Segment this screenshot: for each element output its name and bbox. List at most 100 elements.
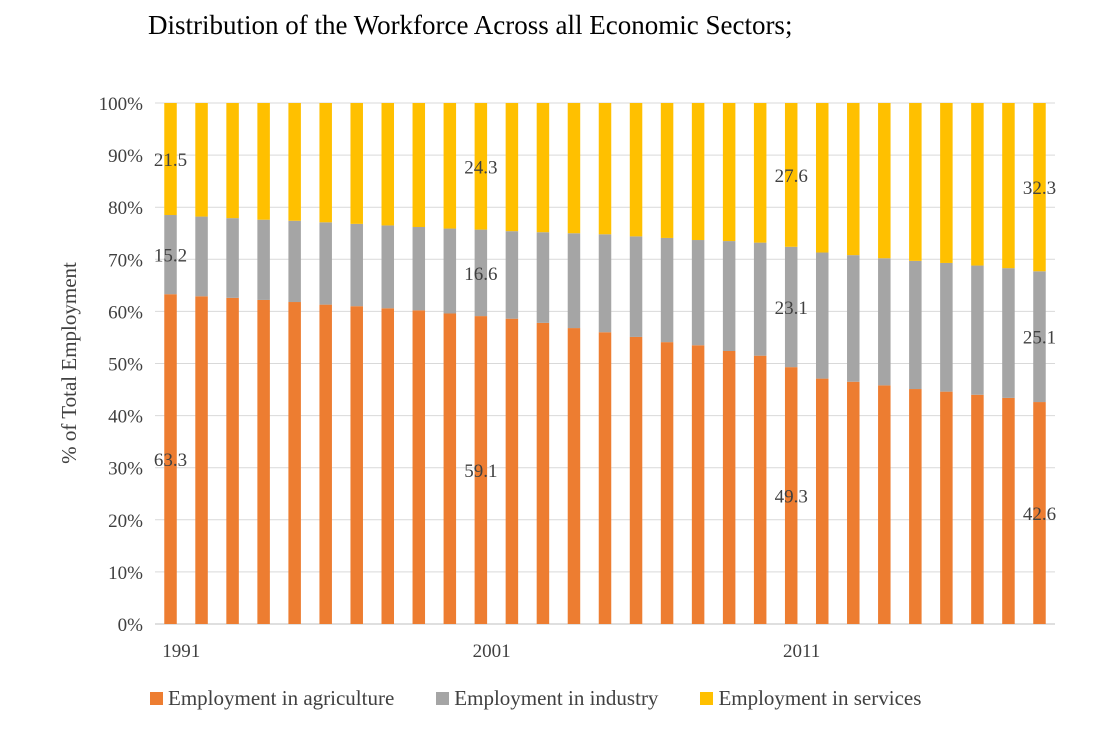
data-label: 24.3	[464, 157, 497, 178]
bar-employment-in-industry-2002	[505, 231, 519, 319]
bar-employment-in-industry-2011	[784, 246, 798, 368]
y-tick-label: 0%	[118, 615, 144, 636]
bar-employment-in-agriculture-2000	[443, 313, 457, 624]
bar-employment-in-agriculture-2001	[474, 316, 488, 624]
stacked-bar-chart: 0% 10% 20% 30% 40% 50% 60% 70% 80% 90% 100% 1991 20…	[57, 94, 1056, 662]
bar-employment-in-agriculture-2003	[536, 322, 550, 624]
bar-employment-in-services-2018	[1002, 103, 1015, 269]
bar-employment-in-industry-2012	[815, 252, 829, 379]
bar-employment-in-services-2005	[598, 103, 612, 235]
data-labels: 63.3 15.2 21.5 59.1 16.6 24.3 49.3 23.1 27.6 42.6…	[154, 150, 1056, 525]
legend: Employment in agriculture Employment in …	[150, 686, 963, 711]
bar-employment-in-services-2015	[909, 103, 922, 261]
y-tick-labels: 0% 10% 20% 30% 40% 50% 60% 70% 80% 90% 100%	[99, 94, 144, 636]
bar-employment-in-services-1997	[350, 103, 363, 224]
bar-employment-in-agriculture-2012	[815, 378, 829, 624]
bar-employment-in-services-2013	[847, 103, 860, 256]
y-tick-label: 60%	[108, 302, 143, 323]
bar-employment-in-services-2007	[660, 103, 674, 238]
legend-label-agriculture: Employment in agriculture	[168, 686, 395, 710]
bar-employment-in-services-2017	[971, 103, 984, 266]
bar-employment-in-agriculture-1998	[381, 308, 395, 624]
bar-employment-in-services-1999	[412, 103, 426, 227]
bar-employment-in-industry-1992	[195, 216, 208, 297]
bar-employment-in-agriculture-1994	[257, 299, 270, 624]
bar-employment-in-agriculture-2006	[629, 336, 643, 624]
bar-employment-in-services-1993	[226, 103, 239, 219]
y-tick-label: 100%	[99, 94, 144, 115]
bar-employment-in-agriculture-2015	[909, 389, 922, 624]
bar-employment-in-services-2001	[474, 103, 488, 230]
legend-item-agriculture: Employment in agriculture	[150, 686, 394, 711]
data-label: 63.3	[154, 450, 187, 471]
bar-employment-in-services-1996	[319, 103, 332, 223]
bar-employment-in-agriculture-2016	[940, 391, 953, 624]
y-tick-label: 20%	[108, 511, 143, 532]
data-label: 23.1	[775, 298, 808, 319]
bar-employment-in-agriculture-2017	[971, 394, 984, 624]
bar-employment-in-services-2002	[505, 103, 519, 232]
bar-employment-in-agriculture-2018	[1002, 397, 1015, 624]
data-label: 42.6	[1023, 504, 1056, 525]
bar-employment-in-agriculture-1995	[288, 302, 301, 624]
bar-employment-in-industry-1998	[381, 225, 395, 309]
bar-employment-in-agriculture-1993	[226, 297, 239, 624]
bar-employment-in-services-2016	[940, 103, 953, 263]
data-label: 32.3	[1023, 178, 1056, 199]
bar-employment-in-industry-1994	[257, 219, 270, 300]
legend-item-industry: Employment in industry	[436, 686, 658, 711]
bar-employment-in-agriculture-2009	[722, 350, 736, 624]
bar-employment-in-agriculture-2002	[505, 318, 519, 624]
bar-employment-in-services-1991	[164, 103, 177, 216]
bar-employment-in-industry-2007	[660, 237, 674, 343]
bar-employment-in-agriculture-1992	[195, 296, 208, 624]
bar-employment-in-agriculture-2013	[847, 381, 860, 624]
y-axis-label: % of Total Employment	[57, 262, 81, 464]
y-tick-label: 50%	[108, 355, 143, 376]
legend-label-industry: Employment in industry	[454, 686, 659, 710]
bar-employment-in-industry-1999	[412, 226, 426, 311]
data-label: 49.3	[775, 487, 808, 508]
bar-employment-in-agriculture-2008	[691, 345, 705, 624]
bar-employment-in-industry-2000	[443, 228, 457, 314]
bar-employment-in-agriculture-1996	[319, 304, 332, 624]
bar-employment-in-industry-2010	[753, 242, 767, 356]
bar-employment-in-industry-1995	[288, 220, 301, 303]
bar-employment-in-industry-2008	[691, 240, 705, 346]
bar-employment-in-services-1995	[288, 103, 301, 221]
bar-employment-in-services-2006	[629, 103, 643, 237]
bar-employment-in-services-2000	[443, 103, 457, 229]
bar-employment-in-industry-2006	[629, 236, 643, 337]
bar-employment-in-industry-2014	[878, 258, 891, 386]
bar-employment-in-agriculture-2019	[1033, 402, 1046, 624]
bars	[164, 103, 1046, 624]
bar-employment-in-industry-1993	[226, 218, 239, 298]
bar-employment-in-industry-2018	[1002, 268, 1015, 398]
bar-employment-in-services-1994	[257, 103, 270, 220]
bar-employment-in-agriculture-2010	[753, 355, 767, 624]
bar-employment-in-services-2010	[753, 103, 767, 243]
bar-employment-in-industry-2001	[474, 229, 488, 317]
legend-item-services: Employment in services	[700, 686, 921, 711]
x-tick-label: 2001	[473, 641, 511, 662]
bar-employment-in-agriculture-1999	[412, 310, 426, 624]
y-tick-label: 10%	[108, 563, 143, 584]
bar-employment-in-services-2008	[691, 103, 705, 241]
legend-swatch-agriculture	[150, 692, 163, 705]
bar-employment-in-industry-1997	[350, 223, 363, 307]
bar-employment-in-industry-2009	[722, 241, 736, 351]
bar-employment-in-industry-2017	[971, 265, 984, 395]
bar-employment-in-services-1992	[195, 103, 208, 217]
bar-employment-in-industry-2016	[940, 262, 953, 392]
legend-swatch-services	[700, 692, 714, 705]
data-label: 25.1	[1023, 328, 1056, 349]
legend-label-services: Employment in services	[718, 686, 922, 710]
bar-employment-in-services-2009	[722, 103, 736, 242]
bar-employment-in-industry-1991	[164, 215, 177, 295]
bar-employment-in-industry-2003	[536, 232, 550, 323]
bar-employment-in-agriculture-1991	[164, 294, 177, 624]
bar-employment-in-industry-2004	[567, 233, 581, 329]
bar-employment-in-services-2003	[536, 103, 550, 233]
bar-employment-in-services-2014	[878, 103, 891, 259]
x-tick-label: 1991	[162, 641, 200, 662]
